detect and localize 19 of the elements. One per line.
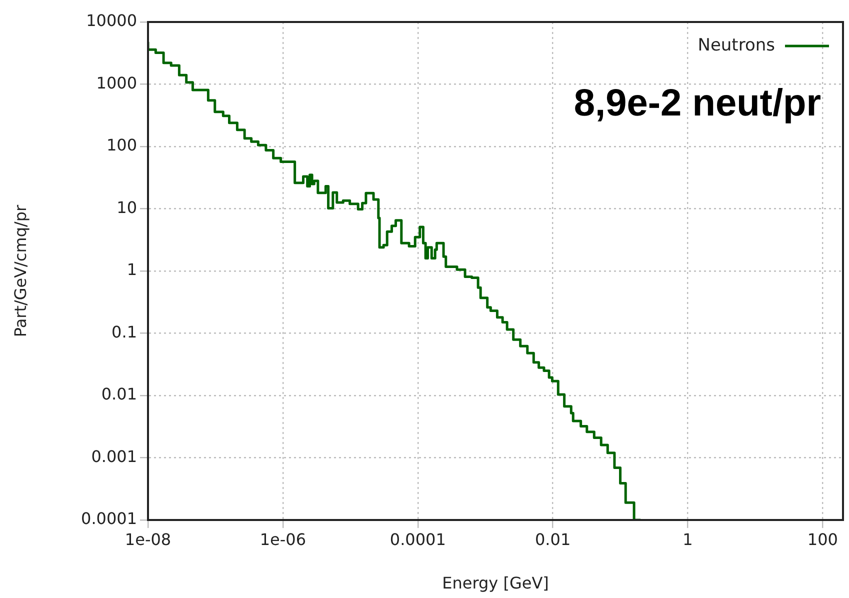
y-tick-label: 0.0001 [81, 509, 137, 528]
y-tick-label: 1000 [96, 73, 137, 92]
y-axis-title: Part/GeV/cmq/pr [10, 204, 30, 338]
y-tick-label: 0.1 [112, 322, 137, 342]
x-tick-label: 100 [807, 530, 838, 549]
x-tick-label: 0.01 [535, 530, 571, 549]
legend-label: Neutrons [698, 35, 776, 56]
y-tick-label: 10 [116, 198, 137, 217]
y-tick-label: 0.001 [91, 446, 137, 466]
x-tick-label: 1e-06 [260, 530, 306, 549]
x-tick-label: 1 [682, 530, 693, 549]
x-tick-label: 0.0001 [390, 530, 446, 549]
x-axis-title: Energy [GeV] [442, 574, 549, 593]
y-tick-label: 1 [126, 260, 137, 280]
x-tick-label: 1e-08 [124, 530, 172, 549]
y-tick-label: 0.01 [101, 384, 137, 404]
y-tick-label: 100 [106, 136, 137, 155]
y-tick-label: 10000 [86, 11, 137, 30]
annotation: 8,9e-2 neut/pr [574, 82, 822, 124]
